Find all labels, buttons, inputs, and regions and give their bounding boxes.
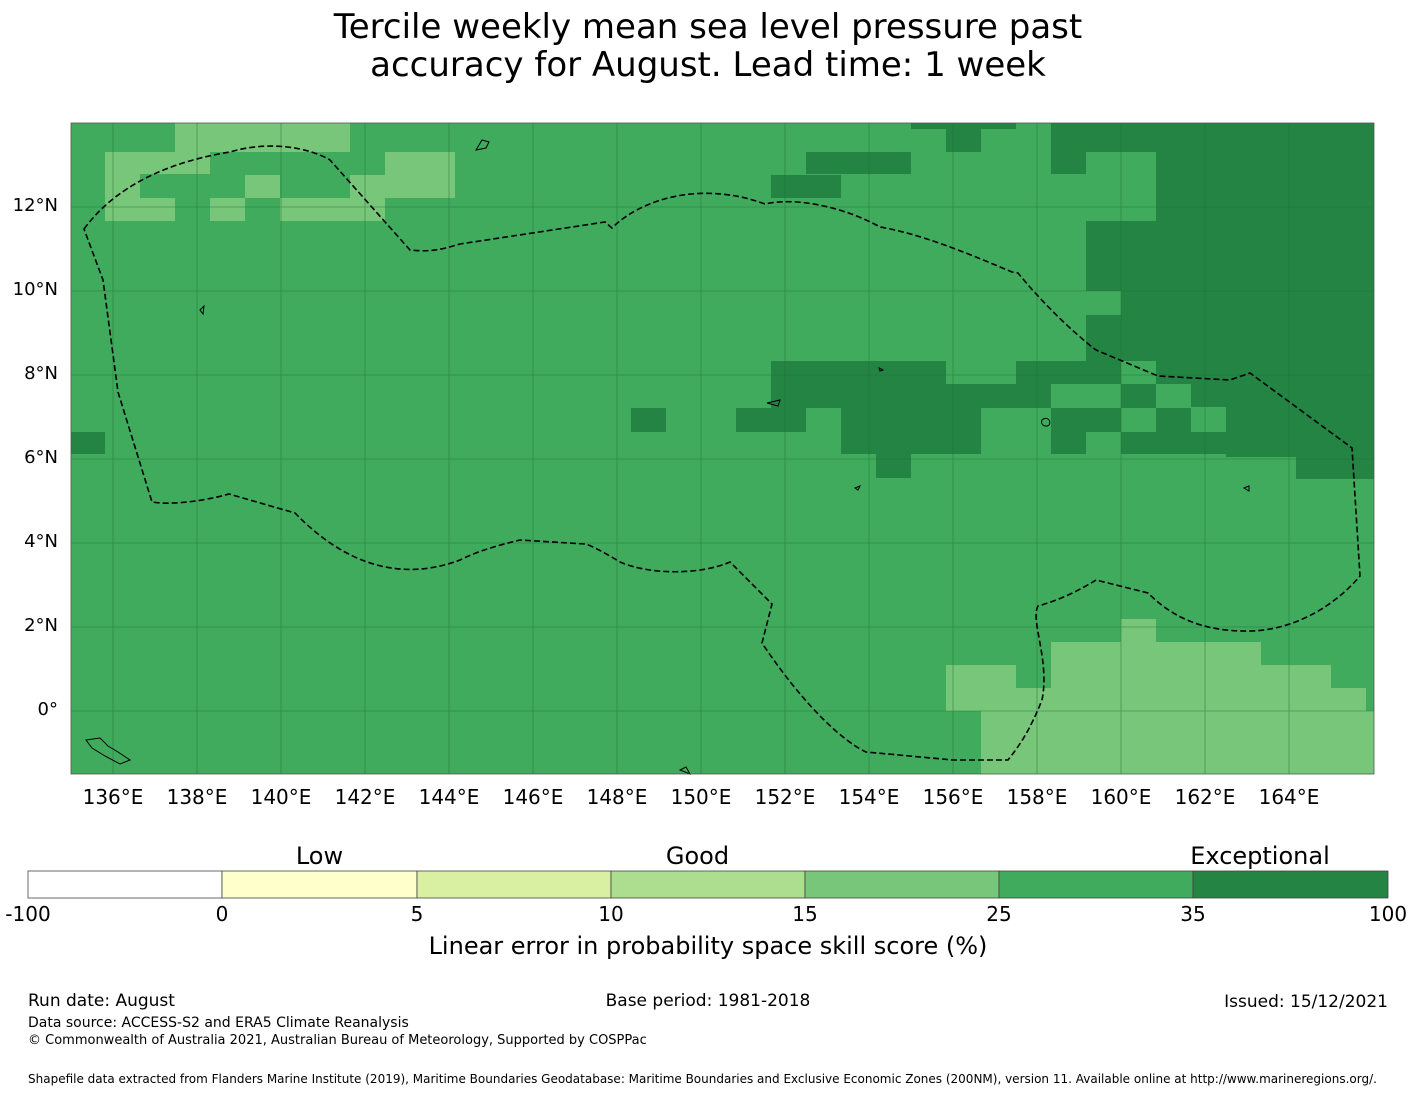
copyright-notice: © Commonwealth of Australia 2021, Austra… xyxy=(28,1033,647,1048)
lon-label-152: 152°E xyxy=(754,785,816,809)
lon-label-136: 136°E xyxy=(82,785,144,809)
shapefile-credit: Shapefile data extracted from Flanders M… xyxy=(28,1072,1377,1086)
lat-label-4n: 4°N xyxy=(24,531,58,552)
colorbar-category-good: Good xyxy=(665,842,730,870)
lon-label-142: 142°E xyxy=(334,785,396,809)
lon-label-138: 138°E xyxy=(166,785,228,809)
lon-label-146: 146°E xyxy=(502,785,564,809)
colorbar-box-4 xyxy=(610,870,806,899)
lon-label-162: 162°E xyxy=(1174,785,1236,809)
lon-label-164: 164°E xyxy=(1258,785,1320,809)
lon-label-160: 160°E xyxy=(1090,785,1152,809)
base-period: Base period: 1981-2018 xyxy=(605,991,811,1011)
lat-label-12n: 12°N xyxy=(12,195,58,216)
colorbar-tick-0: 0 xyxy=(215,902,229,926)
colorbar-tick-10: 10 xyxy=(598,902,624,926)
lon-label-156: 156°E xyxy=(922,785,984,809)
colorbar-axis-label: Linear error in probability space skill … xyxy=(428,932,988,960)
colorbar-tick-5: 5 xyxy=(410,902,424,926)
lon-label-140: 140°E xyxy=(250,785,312,809)
colorbar-tick-100: 100 xyxy=(1368,902,1408,926)
skill-patches-dark xyxy=(71,123,1374,479)
lat-label-0: 0° xyxy=(37,699,58,720)
map-title-line-2: accuracy for August. Lead time: 1 week xyxy=(370,45,1046,85)
map-title-line-1: Tercile weekly mean sea level pressure p… xyxy=(333,7,1083,47)
lat-label-8n: 8°N xyxy=(24,363,58,384)
colorbar-tick-neg100: -100 xyxy=(5,902,51,926)
map-frame xyxy=(70,122,1375,775)
colorbar-box-5 xyxy=(804,870,1000,899)
graticule xyxy=(71,123,1374,774)
colorbar-box-6 xyxy=(998,870,1194,899)
colorbar-box-2 xyxy=(221,870,418,899)
lat-label-10n: 10°N xyxy=(12,279,58,300)
lon-label-154: 154°E xyxy=(838,785,900,809)
colorbar-boxes xyxy=(27,870,1389,899)
colorbar-box-7 xyxy=(1192,870,1389,899)
data-source: Data source: ACCESS-S2 and ERA5 Climate … xyxy=(28,1015,409,1031)
colorbar-tick-25: 25 xyxy=(986,902,1012,926)
lon-label-158: 158°E xyxy=(1006,785,1068,809)
lat-label-6n: 6°N xyxy=(24,447,58,468)
eez-boundary-path xyxy=(83,145,1361,761)
issued-date: Issued: 15/12/2021 xyxy=(1224,992,1388,1012)
run-date: Run date: August xyxy=(28,991,175,1011)
lon-label-150: 150°E xyxy=(670,785,732,809)
colorbar-tick-35: 35 xyxy=(1180,902,1206,926)
colorbar-box-3 xyxy=(416,870,612,899)
skill-patches-light xyxy=(105,123,1374,774)
island-outlines xyxy=(85,139,1250,775)
lat-label-2n: 2°N xyxy=(24,615,58,636)
colorbar-category-low: Low xyxy=(295,842,344,870)
lon-label-148: 148°E xyxy=(586,785,648,809)
colorbar-box-1 xyxy=(27,870,223,899)
colorbar-category-exceptional: Exceptional xyxy=(1190,842,1330,870)
colorbar-tick-15: 15 xyxy=(792,902,818,926)
lon-label-144: 144°E xyxy=(418,785,480,809)
